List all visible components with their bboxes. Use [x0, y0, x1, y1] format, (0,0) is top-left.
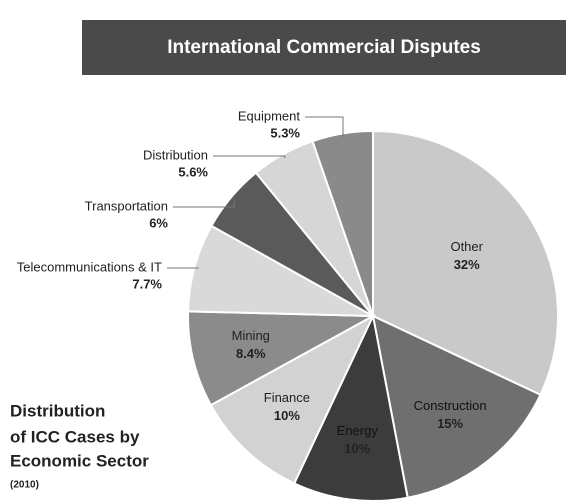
slice-label: Telecommunications & IT: [17, 259, 162, 274]
pie-slice: [187, 310, 377, 407]
pie-slice: [209, 313, 376, 485]
slice-label: Other: [450, 239, 483, 254]
slice-value: 5.6%: [178, 164, 208, 179]
slice-label: Transportation: [85, 198, 168, 213]
slice-value: 6%: [149, 215, 168, 230]
slice-label: Distribution: [143, 147, 208, 162]
subtitle-line: Economic Sector: [10, 451, 149, 470]
leader-line: [173, 199, 235, 208]
leader-line: [213, 155, 286, 158]
leader-line: [305, 116, 344, 138]
pie-slice: [311, 129, 374, 317]
slice-label: Energy: [337, 423, 379, 438]
chart-title: International Commercial Disputes: [167, 37, 481, 58]
slice-label: Construction: [414, 398, 487, 413]
title-banner: [82, 20, 566, 75]
slice-label: Mining: [232, 328, 270, 343]
slice-value: 32%: [454, 257, 480, 272]
subtitle-line: of ICC Cases by: [10, 427, 140, 446]
pie-slice: [371, 314, 542, 499]
slice-label: Finance: [264, 390, 310, 405]
slice-value: 8.4%: [236, 346, 266, 361]
slice-label: Equipment: [238, 108, 301, 123]
slice-value: 7.7%: [132, 276, 162, 291]
note: (2010): [10, 480, 39, 491]
slice-value: 5.3%: [270, 125, 300, 140]
slice-value: 10%: [274, 408, 300, 423]
subtitle-line: Distribution: [10, 401, 105, 420]
pie-slice: [372, 129, 559, 397]
slice-value: 10%: [344, 441, 370, 456]
slice-value: 15%: [437, 416, 463, 431]
pie-slice: [292, 312, 409, 502]
